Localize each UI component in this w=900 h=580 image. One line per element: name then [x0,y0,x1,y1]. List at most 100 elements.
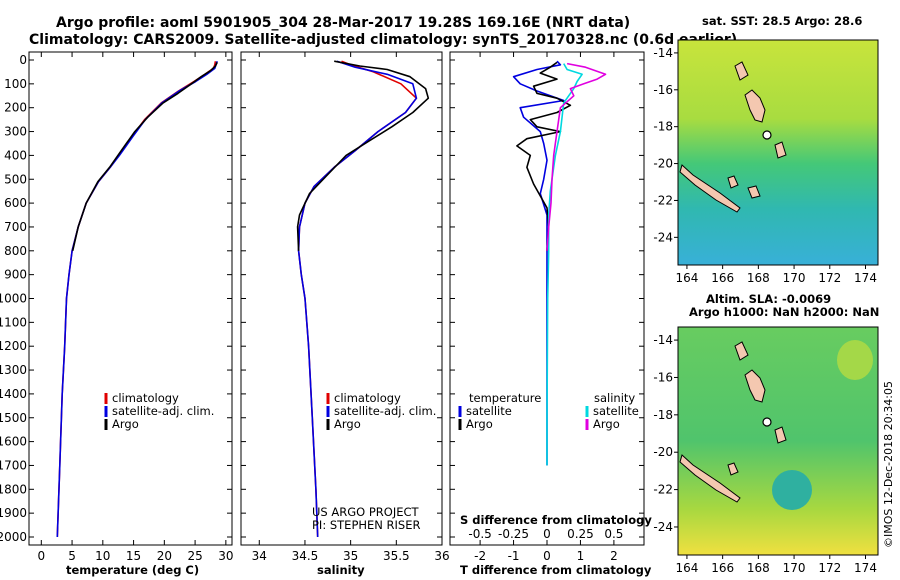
depth-tick-label: 900 [4,268,27,282]
x-tick-label: 30 [218,549,233,563]
x-tick-label: 15 [126,549,141,563]
loyalty-islands [727,175,739,189]
depth-tick-label: 1300 [0,363,27,377]
depth-tick-label: 400 [4,148,27,162]
legend-s-satellite: satellite [593,404,639,418]
s-tick-label: -0.5 [468,527,491,541]
map-y-tick-label: -24 [653,230,673,244]
depth-tick-label: 500 [4,172,27,186]
title-line-2: Climatology: CARS2009. Satellite-adjuste… [29,32,737,48]
depth-tick-label: 300 [4,125,27,139]
legend-label-climatology: climatology [334,391,401,405]
sla-map-title-2: Argo h1000: NaN h2000: NaN [689,305,879,319]
depth-tick-label: 1100 [0,315,27,329]
depth-axis: 0 100 200 300 400 500 600 700 800 900 1000 1100 1200… [0,53,27,544]
legend-t-heading: temperature [469,391,541,405]
x-tick-label: 36 [434,549,449,563]
legend-label-argo: Argo [112,417,139,431]
map-y-tick-label: -14 [653,333,673,347]
sst-map-axes: 164 166 168 170 172 174 -14 -16 -18 -20 -22 -24 [653,46,877,285]
salinity-panel-frame [240,51,443,546]
depth-tick-label: 1000 [0,292,27,306]
t-difference-x-label: T difference from climatology [460,563,652,577]
legend-label-satellite: satellite-adj. clim. [334,404,436,418]
x-tick-label: -2 [474,549,486,563]
depth-tick-label: 1800 [0,482,27,496]
difference-panel: -2 -1 0 1 2 -0.5 -0.25 0 0.25 0.5 [450,52,644,563]
sla-map-title-1: Altim. SLA: -0.0069 [706,292,831,306]
map-x-tick-label: 166 [711,561,734,575]
legend-s-argo: Argo [593,417,620,431]
map-y-tick-label: -14 [653,46,673,60]
temperature-x-label: temperature (deg C) [66,563,199,577]
s-tick-label: 0.25 [567,527,594,541]
vanuatu-islands [744,369,766,403]
series-satellite-adj-clim- [56,60,218,538]
map-x-tick-label: 168 [747,561,770,575]
difference-legend: temperature satellite Argo salinity sate… [458,391,639,431]
map-x-tick-label: 170 [783,561,806,575]
map-x-tick-label: 164 [675,561,698,575]
s-tick-label: 0.5 [604,527,623,541]
map-y-tick-label: -20 [653,157,673,171]
credit-pi: PI: STEPHEN RISER [312,518,421,532]
new-caledonia-land [679,164,741,213]
series-argo [71,62,218,251]
x-tick-label: -1 [508,549,520,563]
imos-credit: ©IMOS 12-Dec-2018 20:34:05 [882,381,895,548]
depth-tick-label: 1400 [0,387,27,401]
map-y-tick-label: -18 [653,120,673,134]
new-caledonia-land [679,454,741,503]
sla-low-anomaly [772,470,812,510]
legend-label-climatology: climatology [112,391,179,405]
series-satellite-adj-clim- [297,60,418,538]
map-x-tick-label: 164 [675,271,698,285]
map-y-tick-label: -16 [653,370,673,384]
map-x-tick-label: 174 [854,561,877,575]
series-argo [296,60,430,251]
map-y-tick-label: -18 [653,408,673,422]
series-s-argo [546,62,607,251]
vanuatu-north-islands [734,61,749,81]
map-x-tick-label: 166 [711,271,734,285]
vanuatu-north-islands [734,341,749,361]
argo-float-marker [762,417,772,427]
legend-t-satellite: satellite [466,404,512,418]
depth-tick-label: 2000 [0,530,27,544]
depth-tick-label: 1700 [0,458,27,472]
sla-map-frame [677,326,879,556]
map-x-tick-label: 170 [783,271,806,285]
depth-tick-label: 1600 [0,435,27,449]
loyalty-islands [727,462,739,476]
tanna-island [774,141,787,159]
sst-map-title: sat. SST: 28.5 Argo: 28.6 [702,14,862,28]
salinity-legend: climatology satellite-adj. clim. Argo [326,391,436,431]
salinity-x-label: salinity [317,563,365,577]
depth-tick-label: 800 [4,244,27,258]
map-y-tick-label: -20 [653,445,673,459]
lifou-island [747,185,761,199]
map-x-tick-label: 172 [818,561,841,575]
depth-tick-label: 1900 [0,506,27,520]
s-tick-label: 0 [543,527,551,541]
map-x-tick-label: 168 [747,271,770,285]
depth-tick-label: 0 [19,53,27,67]
legend-label-argo: Argo [334,417,361,431]
depth-tick-label: 700 [4,220,27,234]
series-s-satellite [546,63,583,466]
x-tick-label: 25 [187,549,202,563]
x-tick-label: 20 [157,549,172,563]
s-tick-label: -0.25 [498,527,529,541]
tanna-island [774,426,787,444]
x-tick-label: 34.5 [292,549,319,563]
x-tick-label: 0 [37,549,45,563]
map-y-tick-label: -24 [653,520,673,534]
x-tick-label: 5 [68,549,76,563]
x-tick-label: 34 [252,549,267,563]
series-t-argo [516,61,572,251]
argo-float-marker [762,130,772,140]
map-y-tick-label: -16 [653,83,673,97]
sla-map-axes: 164 166 168 170 172 174 -14 -16 -18 -20 -22 -24 [653,333,877,575]
temperature-panel: 0 5 10 15 20 25 30 [29,52,233,563]
